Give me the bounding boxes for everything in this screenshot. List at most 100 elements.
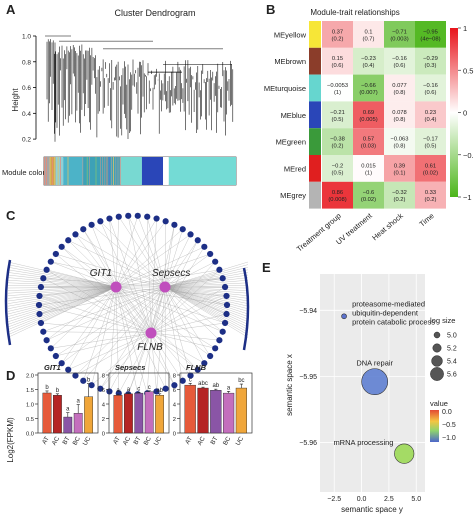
heatmap-cell-value: −0.063 <box>391 137 409 143</box>
network-hub-label: GIT1 <box>90 268 112 279</box>
dendrogram-y-tick-label: 0.2 <box>22 137 31 144</box>
network-node <box>219 328 226 335</box>
module-colors-label: Module colors <box>2 168 49 177</box>
legend-size-label: 5.6 <box>447 372 457 379</box>
bar-category-label: AC <box>51 435 62 446</box>
bar-error <box>137 392 141 394</box>
heatmap-cell-value: −0.2 <box>332 163 343 169</box>
network-hub-label: Sepsecs <box>152 268 190 279</box>
panel-label-e: E <box>262 260 271 275</box>
bar-category-label: BT <box>61 435 71 446</box>
bar-y-tick-label: 2.0 <box>26 373 34 379</box>
module-color-segment <box>168 157 236 185</box>
bubble-point-label: proteasome-mediated <box>352 299 425 308</box>
module-color-stripe <box>54 157 55 185</box>
module-color-stripe <box>86 157 88 185</box>
heatmap-row-label: MEyellow <box>274 30 307 39</box>
heatmap-cell-pvalue: (0.1) <box>394 170 406 176</box>
network-hub-node <box>145 327 157 339</box>
network-node <box>223 310 230 318</box>
heatmap-cell-value: 0.37 <box>332 29 343 35</box>
legend-size-label: 5.2 <box>447 346 457 353</box>
network-node <box>37 319 45 327</box>
panel-label-c: C <box>6 208 16 223</box>
bar-error <box>201 386 205 389</box>
heatmap-cell <box>415 155 446 182</box>
bar-y-tick-label: 0.0 <box>26 431 34 437</box>
heatmap-row-label: MEblue <box>281 111 306 120</box>
heatmap-cell <box>322 47 353 75</box>
network-edges <box>4 215 250 395</box>
heatmap-cell-pvalue: (0.5) <box>332 117 344 123</box>
bar-subplot-title: GIT1 <box>44 363 61 372</box>
bar-category-label: AT <box>184 435 194 445</box>
heatmap-cell-pvalue: (0.6) <box>332 63 344 69</box>
heatmap-row-color <box>309 21 321 48</box>
heatmap-cell-pvalue: (0.8) <box>394 90 406 96</box>
legend-size-title: log size <box>430 316 455 325</box>
bubble-point-label: protein catabolic process <box>352 317 435 326</box>
heatmap-cell-value: 0.69 <box>363 110 374 116</box>
bar-category-label: BC <box>71 435 82 446</box>
bar <box>53 395 62 434</box>
bubble-x-tick-label: 2.5 <box>384 496 394 503</box>
module-color-stripe <box>46 157 47 185</box>
heatmap-cell-pvalue: (4e−08) <box>420 36 440 42</box>
heatmap-cell <box>384 74 415 102</box>
heatmap-cell <box>384 181 415 209</box>
heatmap-cell <box>353 128 384 155</box>
heatmap-cell <box>322 74 353 102</box>
heatmap-colorbar: 1 0.5 0 −0.5 −1 <box>450 24 474 202</box>
bar-y-tick-label: 2 <box>102 417 105 423</box>
network-right-arc <box>242 267 250 351</box>
network-node <box>43 337 50 344</box>
network-node <box>194 366 201 373</box>
network-node <box>223 301 231 309</box>
dendrogram-y-tick-label: 1.0 <box>22 34 31 41</box>
bar <box>197 387 209 434</box>
heatmap-cell-value: 0.61 <box>425 163 436 169</box>
dendrogram-y-axis: 0.2 0.4 0.6 0.8 1.0 <box>22 34 37 144</box>
heatmap-row-label: MEred <box>284 164 306 173</box>
module-color-stripe <box>119 157 121 185</box>
module-color-stripe <box>115 157 117 185</box>
heatmap-cell <box>322 155 353 182</box>
heatmap-cell <box>353 155 384 182</box>
bar-y-tick-label: 1.5 <box>26 388 34 394</box>
heatmap-cell-value: −0.71 <box>392 29 407 35</box>
heatmap-colorbar-gradient <box>450 28 458 197</box>
heatmap-cell-pvalue: (0.8) <box>394 144 406 150</box>
dendrogram-panel: Cluster Dendrogram Height Module colors … <box>2 8 237 186</box>
heatmap-cell <box>384 155 415 182</box>
heatmap-cell <box>384 47 415 75</box>
legend-size-label: 5.0 <box>447 333 457 340</box>
network-node <box>72 372 79 379</box>
heatmap-column-label: Treatment group <box>295 211 343 253</box>
heatmap-title: Module-trait relationships <box>310 8 399 17</box>
heatmap-row-color <box>309 155 321 182</box>
bar-category-label: AT <box>112 435 122 445</box>
heatmap-cell-pvalue: (0.4) <box>363 63 375 69</box>
heatmap-cell-value: 0.1 <box>364 29 372 35</box>
bar <box>134 392 144 434</box>
module-color-segment <box>163 157 169 185</box>
module-color-stripe <box>67 157 69 185</box>
bar-category-label: BC <box>142 435 153 446</box>
bar <box>84 396 94 434</box>
heatmap-cell-pvalue: (0.5) <box>425 144 437 150</box>
legend-color-gradient <box>430 410 439 442</box>
heatmap-cell <box>322 181 353 209</box>
bar-ylabel: Log2(FPKM) <box>6 417 15 463</box>
bar-subplot-title: FLNB <box>186 363 207 372</box>
colorbar-tick-label: −0.5 <box>463 151 474 160</box>
network-node <box>97 385 104 392</box>
network-node <box>134 212 141 219</box>
module-color-segment <box>141 157 164 185</box>
network-node <box>80 377 87 384</box>
network-left-arc <box>4 259 12 346</box>
module-color-stripe <box>49 157 51 185</box>
network-hub-node <box>159 281 171 293</box>
bar-significance-letter: a <box>116 388 120 394</box>
dendrogram-tree <box>45 35 234 142</box>
